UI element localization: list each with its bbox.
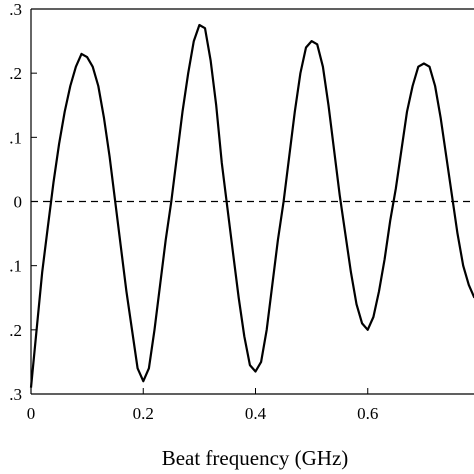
x-tick-label: 0.2 <box>133 404 154 423</box>
y-axis-ticks: .3 .2 .1 0 .1 .2 .3 <box>9 0 37 404</box>
x-tick-label: 0 <box>27 404 36 423</box>
y-tick-label: 0 <box>14 193 23 212</box>
x-tick-label: 0.4 <box>245 404 267 423</box>
y-tick-label: .3 <box>9 0 22 19</box>
y-tick-label: .3 <box>9 385 22 404</box>
y-tick-label: .1 <box>9 257 22 276</box>
x-tick-label: 0.6 <box>357 404 378 423</box>
y-tick-label: .2 <box>9 321 22 340</box>
plot-area <box>29 8 474 395</box>
y-tick-label: .2 <box>9 64 22 83</box>
y-tick-label: .1 <box>9 128 22 147</box>
x-axis-title: Beat frequency (GHz) <box>162 446 349 470</box>
series-line <box>29 23 474 388</box>
x-axis-ticks: 0 0.2 0.4 0.6 <box>27 388 378 423</box>
